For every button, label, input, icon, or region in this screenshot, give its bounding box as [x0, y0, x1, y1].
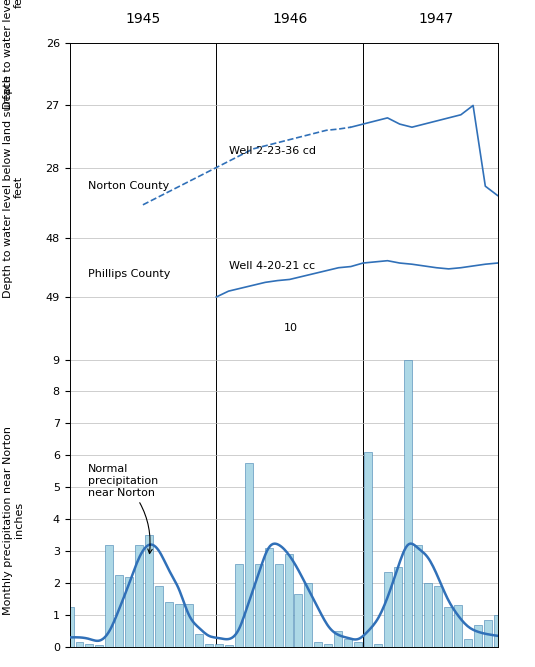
Bar — [66, 607, 73, 647]
Bar — [185, 604, 193, 647]
Bar — [145, 535, 153, 647]
Bar — [175, 604, 183, 647]
Bar — [135, 545, 143, 647]
Bar — [364, 452, 372, 647]
Bar — [354, 642, 362, 647]
Text: Well 2-23-36 cd: Well 2-23-36 cd — [228, 146, 316, 156]
Bar — [285, 554, 293, 647]
Bar — [414, 545, 422, 647]
Text: Monthly precipitation near Norton
inches: Monthly precipitation near Norton inches — [3, 426, 24, 615]
Bar — [105, 545, 113, 647]
Bar — [304, 583, 312, 647]
Bar — [344, 639, 352, 647]
Bar — [294, 594, 302, 647]
Bar — [454, 606, 462, 647]
Bar — [274, 564, 282, 647]
Bar — [473, 624, 482, 647]
Bar — [404, 360, 412, 647]
Bar — [125, 577, 133, 647]
Bar — [86, 644, 94, 647]
Bar — [205, 644, 213, 647]
Bar — [195, 634, 203, 647]
Bar — [315, 642, 323, 647]
Text: 1945: 1945 — [125, 12, 160, 26]
Bar — [155, 586, 163, 647]
Text: Depth to water level below land surface
feet: Depth to water level below land surface … — [3, 0, 24, 109]
Bar — [444, 607, 452, 647]
Bar — [75, 642, 83, 647]
Text: Normal
precipitation
near Norton: Normal precipitation near Norton — [88, 464, 158, 554]
Bar — [215, 644, 223, 647]
Bar — [255, 564, 263, 647]
Bar — [464, 639, 472, 647]
Bar — [265, 548, 273, 647]
Text: 1946: 1946 — [272, 12, 307, 26]
Bar — [324, 644, 332, 647]
Bar — [116, 575, 123, 647]
Text: Depth to water level below land surface
feet: Depth to water level below land surface … — [3, 75, 24, 298]
Bar — [225, 646, 233, 647]
Text: 1947: 1947 — [419, 12, 454, 26]
Text: 10: 10 — [284, 323, 297, 333]
Bar — [394, 567, 402, 647]
Bar — [494, 615, 501, 647]
Bar — [334, 631, 342, 647]
Bar — [165, 602, 173, 647]
Text: Norton County: Norton County — [88, 181, 169, 191]
Bar — [384, 572, 392, 647]
Bar — [244, 464, 253, 647]
Bar — [424, 583, 432, 647]
Text: Well 4-20-21 cc: Well 4-20-21 cc — [228, 261, 315, 271]
Bar — [235, 564, 243, 647]
Bar — [95, 646, 103, 647]
Text: Phillips County: Phillips County — [88, 269, 170, 279]
Bar — [434, 586, 442, 647]
Bar — [374, 644, 382, 647]
Bar — [484, 620, 492, 647]
